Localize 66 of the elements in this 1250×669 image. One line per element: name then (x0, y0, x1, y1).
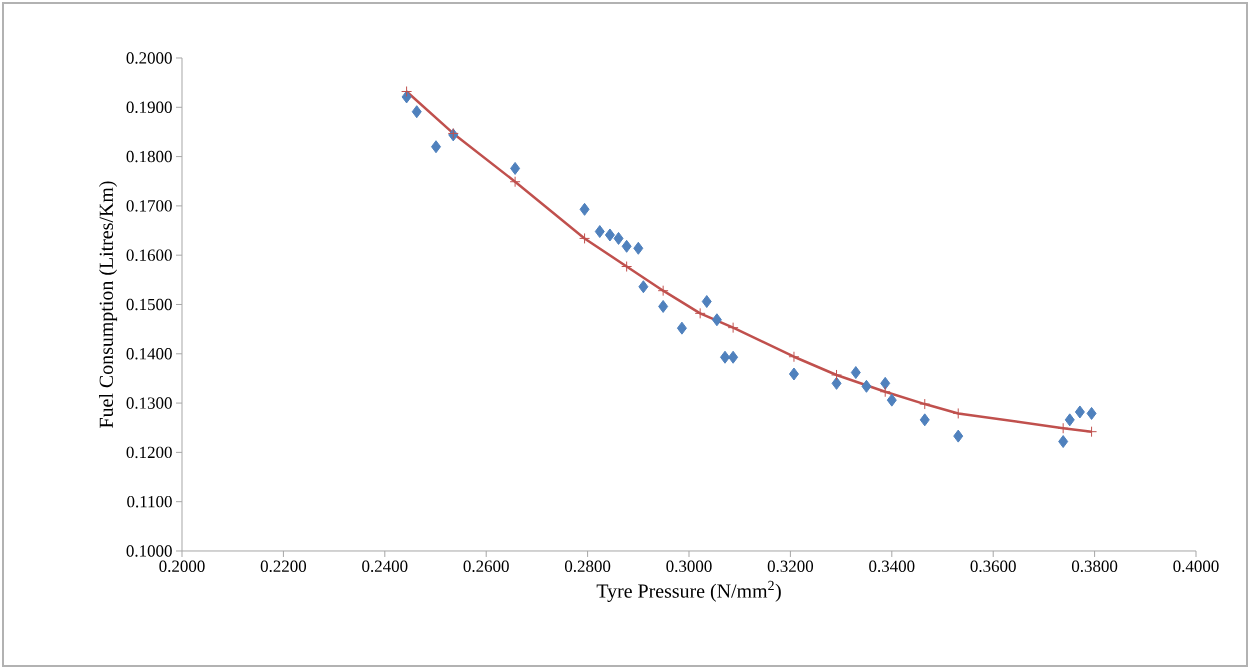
y-tick-label: 0.2000 (126, 52, 172, 64)
x-tick-label: 0.4000 (1173, 560, 1219, 572)
point (861, 379, 872, 393)
point (952, 407, 964, 419)
x-tick-label: 0.2200 (260, 560, 307, 572)
y-tick-label: 0.1300 (126, 397, 172, 409)
point (579, 202, 590, 216)
x-tick-label: 0.3200 (767, 560, 814, 572)
y-tick-label: 0.1100 (127, 495, 172, 508)
point (919, 413, 930, 427)
point (728, 350, 739, 364)
point (621, 261, 633, 273)
y-tick-label: 0.1500 (126, 298, 172, 311)
point (831, 369, 843, 381)
point (788, 367, 799, 381)
point (621, 239, 632, 253)
y-tick-label: 0.1900 (126, 101, 172, 114)
point (676, 321, 687, 335)
y-tick-label: 0.1200 (126, 446, 172, 459)
x-tick-label: 0.2000 (159, 560, 205, 572)
point (579, 232, 591, 244)
point (594, 225, 605, 239)
y-tick-label: 0.1600 (126, 249, 172, 261)
point (401, 86, 413, 98)
point (1086, 426, 1098, 438)
point (694, 307, 706, 319)
point (658, 299, 669, 313)
x-axis-title: Tyre Pressure (N/mm$^{2}$) (596, 580, 781, 602)
y-axis-title: Fuel Consumption (Litres/Km) (99, 181, 118, 428)
x-tick-label: 0.2400 (362, 560, 408, 572)
point (1058, 435, 1069, 449)
point (850, 366, 861, 380)
point (657, 285, 669, 297)
point (720, 350, 730, 364)
point (1074, 405, 1085, 419)
point (411, 105, 422, 119)
y-tick-label: 0.1000 (126, 545, 172, 557)
x-tick-label: 0.2600 (463, 560, 509, 572)
point (431, 140, 442, 154)
point (638, 280, 649, 294)
point (604, 228, 615, 242)
point (701, 295, 712, 309)
point (633, 241, 644, 255)
x-tick-label: 0.3600 (970, 560, 1016, 572)
point (510, 161, 521, 175)
point (1057, 422, 1069, 434)
y-tick-label: 0.1400 (126, 348, 172, 360)
point (711, 313, 722, 327)
point (886, 393, 897, 407)
point (919, 398, 931, 410)
x-tick-label: 0.2800 (564, 560, 611, 572)
x-tick-label: 0.3800 (1071, 560, 1118, 572)
point (880, 376, 891, 390)
y-tick-label: 0.1800 (126, 150, 172, 163)
y-tick-label: 0.1700 (126, 200, 172, 212)
point (788, 351, 800, 363)
point (1086, 406, 1097, 420)
point (613, 231, 624, 245)
point (831, 376, 842, 390)
point (509, 176, 521, 188)
point (1064, 413, 1075, 427)
x-tick-label: 0.3000 (666, 560, 712, 572)
point (953, 429, 964, 443)
x-tick-label: 0.3400 (869, 560, 915, 572)
point (879, 386, 891, 398)
point (727, 322, 739, 334)
